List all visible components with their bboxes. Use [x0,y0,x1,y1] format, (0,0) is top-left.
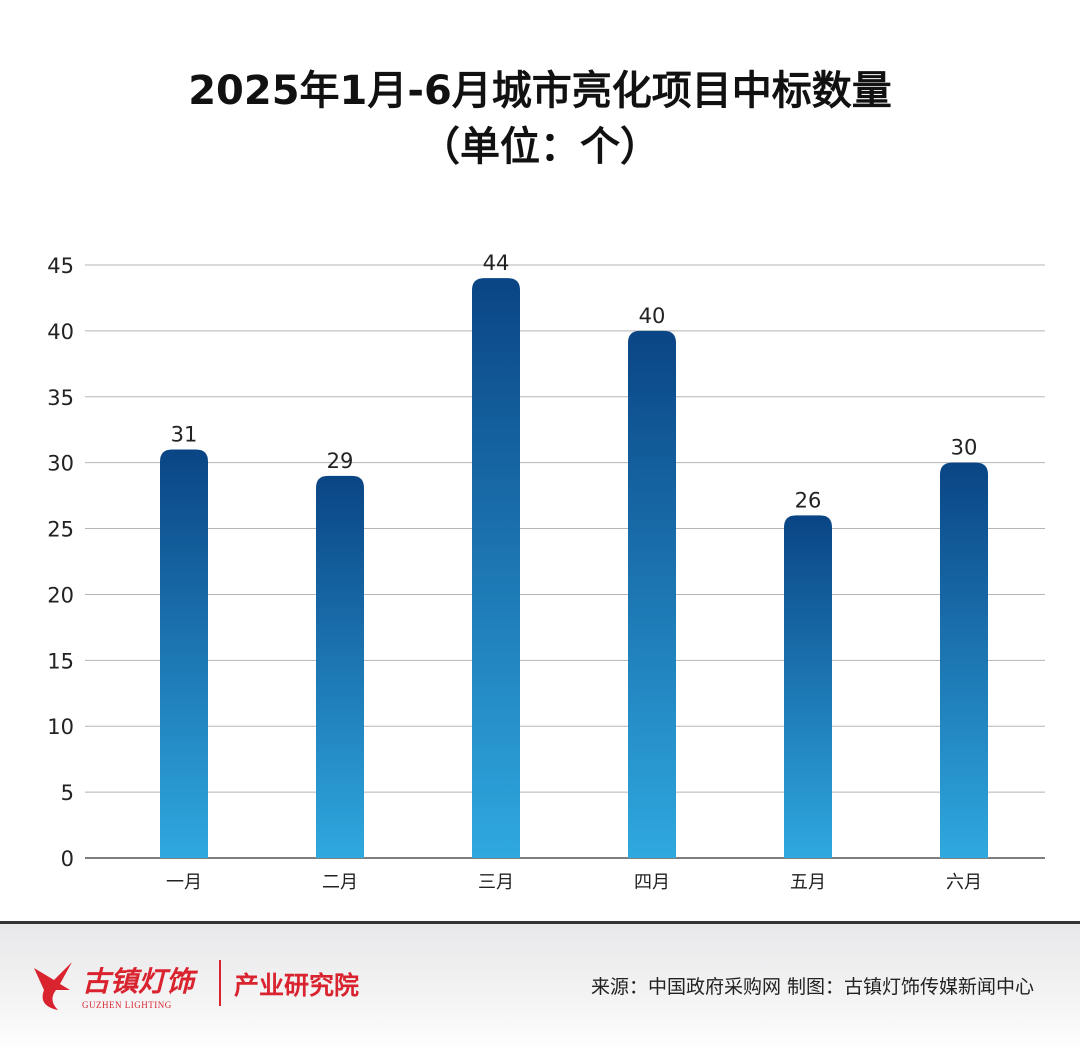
x-tick-label: 三月 [478,872,514,893]
logo-english: GUZHEN LIGHTING [82,1000,172,1010]
bar-2 [316,475,364,858]
x-tick-label: 二月 [322,872,358,893]
chart-title: 2025年1月-6月城市亮化项目中标数量 [188,68,892,114]
data-label: 29 [327,449,354,473]
y-tick-label: 15 [47,649,74,673]
y-tick-label: 30 [47,452,74,476]
x-tick-label: 五月 [790,872,826,893]
y-tick-label: 40 [47,320,74,344]
star-swoosh-icon [34,962,72,1010]
institute-name: 产业研究院 [234,971,360,1000]
logo-chinese: 古镇灯饰 [82,965,195,998]
data-label: 44 [483,251,510,275]
source-credit: 来源：中国政府采购网 制图：古镇灯饰传媒新闻中心 [590,976,1034,998]
bar-4 [628,330,676,858]
data-label: 40 [639,304,666,328]
chart-subtitle: （单位：个） [420,124,660,170]
y-tick-label: 35 [47,386,74,410]
y-tick-label: 0 [61,847,74,871]
y-tick-label: 5 [61,781,74,805]
bar-chart: 0 5 10 15 20 25 30 35 40 45 31 一月 29 二月 44 三月 40 四月 26 五月 30… [47,251,1045,893]
x-tick-label: 一月 [166,872,202,893]
data-label: 31 [171,422,198,446]
bar-3 [472,278,520,859]
y-tick-label: 10 [47,715,74,739]
y-tick-label: 20 [47,583,74,607]
bar-6 [940,462,988,858]
bar-5 [784,515,832,858]
x-tick-label: 四月 [634,872,670,893]
data-label: 26 [795,488,822,512]
x-tick-label: 六月 [946,872,982,893]
y-tick-label: 45 [47,254,74,278]
data-label: 30 [951,436,978,460]
y-tick-label: 25 [47,518,74,542]
logo-divider [219,960,221,1006]
guzhen-lighting-logo: 古镇灯饰 GUZHEN LIGHTING [30,960,230,1016]
footer: 古镇灯饰 GUZHEN LIGHTING 产业研究院 来源：中国政府采购网 制图… [0,921,1080,1052]
bar-1 [160,449,208,858]
